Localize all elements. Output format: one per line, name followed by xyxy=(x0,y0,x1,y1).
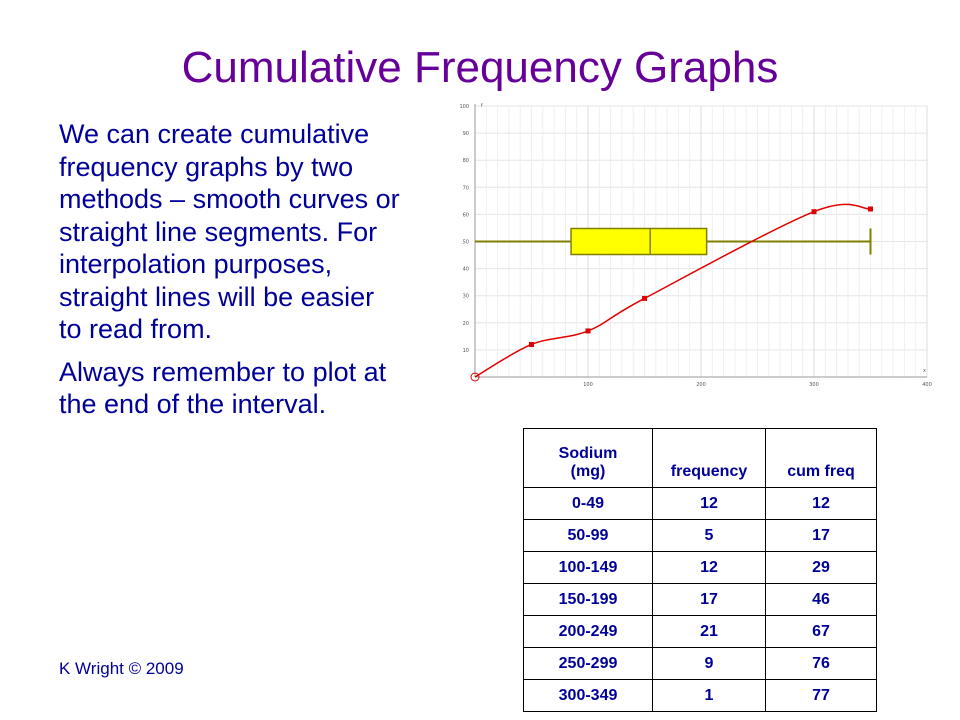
table-cell: 17 xyxy=(652,583,766,616)
y-tick-label: 100 xyxy=(459,104,469,110)
table-cell: 1 xyxy=(652,679,766,712)
frequency-table: Sodium (mg) frequency cum freq 0-49 12 1… xyxy=(523,428,877,712)
table-cell: 100-149 xyxy=(523,551,653,584)
y-tick-label: 10 xyxy=(463,348,469,354)
slide-title: Cumulative Frequency Graphs xyxy=(181,43,779,92)
curve-data-point xyxy=(585,328,591,334)
table-row: 100-149 12 29 xyxy=(523,551,877,584)
curve-data-point xyxy=(868,206,873,212)
table-cell: 5 xyxy=(652,519,766,552)
table-cell: 0-49 xyxy=(523,487,653,520)
x-tick-label: 400 xyxy=(922,382,932,388)
x-axis-letter: x xyxy=(923,368,926,374)
table-row: 150-199 17 46 xyxy=(523,583,877,616)
curve-origin-marker xyxy=(470,372,480,382)
x-tick-label: 200 xyxy=(696,382,706,388)
curve-data-point xyxy=(642,295,647,301)
cumulative-frequency-graph: 10 20 30 40 50 60 70 80 90 100 100 200 300 400 f x xyxy=(459,103,932,388)
y-tick-label: 80 xyxy=(463,158,469,164)
y-tick-label: 20 xyxy=(463,321,469,327)
y-tick-label: 60 xyxy=(463,212,469,218)
y-tick-label: 70 xyxy=(463,185,469,191)
table-row: 0-49 12 12 xyxy=(523,487,877,520)
table-cell: 9 xyxy=(652,647,766,680)
table-cell: 12 xyxy=(652,487,766,520)
table-header-row: Sodium (mg) frequency cum freq xyxy=(523,428,877,488)
column-header-frequency: frequency xyxy=(652,428,766,488)
table-row: 250-299 9 76 xyxy=(523,647,877,680)
y-axis-letter: f xyxy=(481,103,483,109)
table-row: 300-349 1 77 xyxy=(523,679,877,712)
curve-data-point xyxy=(811,209,817,215)
table-cell: 150-199 xyxy=(523,583,653,616)
body-paragraph-2: Always remember to plot at the end of th… xyxy=(59,356,387,420)
y-tick-label: 50 xyxy=(463,240,469,246)
y-tick-label: 30 xyxy=(463,294,469,300)
footer-copyright: K Wright © 2009 xyxy=(59,659,184,678)
table-row: 200-249 21 67 xyxy=(523,615,877,648)
table-cell: 300-349 xyxy=(523,679,653,712)
table-cell: 200-249 xyxy=(523,615,653,648)
table-cell: 67 xyxy=(765,615,877,648)
table-cell: 12 xyxy=(652,551,766,584)
table-row: 50-99 5 17 xyxy=(523,519,877,552)
table-cell: 76 xyxy=(765,647,877,680)
column-header-sodium: Sodium (mg) xyxy=(523,428,653,488)
x-tick-label: 300 xyxy=(809,382,819,388)
table-cell: 46 xyxy=(765,583,877,616)
slide-body: We can create cumulative frequency graph… xyxy=(59,118,459,431)
y-tick-label: 40 xyxy=(463,267,469,273)
table-cell: 29 xyxy=(765,551,877,584)
table-cell: 21 xyxy=(652,615,766,648)
body-paragraph-1: We can create cumulative frequency graph… xyxy=(59,119,400,344)
table-cell: 250-299 xyxy=(523,647,653,680)
table-cell: 17 xyxy=(765,519,877,552)
x-tick-label: 100 xyxy=(583,382,593,388)
column-header-cum-freq: cum freq xyxy=(765,428,877,488)
curve-data-point xyxy=(529,341,534,347)
table-cell: 77 xyxy=(765,679,877,712)
box-plot-box xyxy=(570,227,708,256)
table-cell: 50-99 xyxy=(523,519,653,552)
y-tick-label: 90 xyxy=(463,131,469,137)
table-cell: 12 xyxy=(765,487,877,520)
